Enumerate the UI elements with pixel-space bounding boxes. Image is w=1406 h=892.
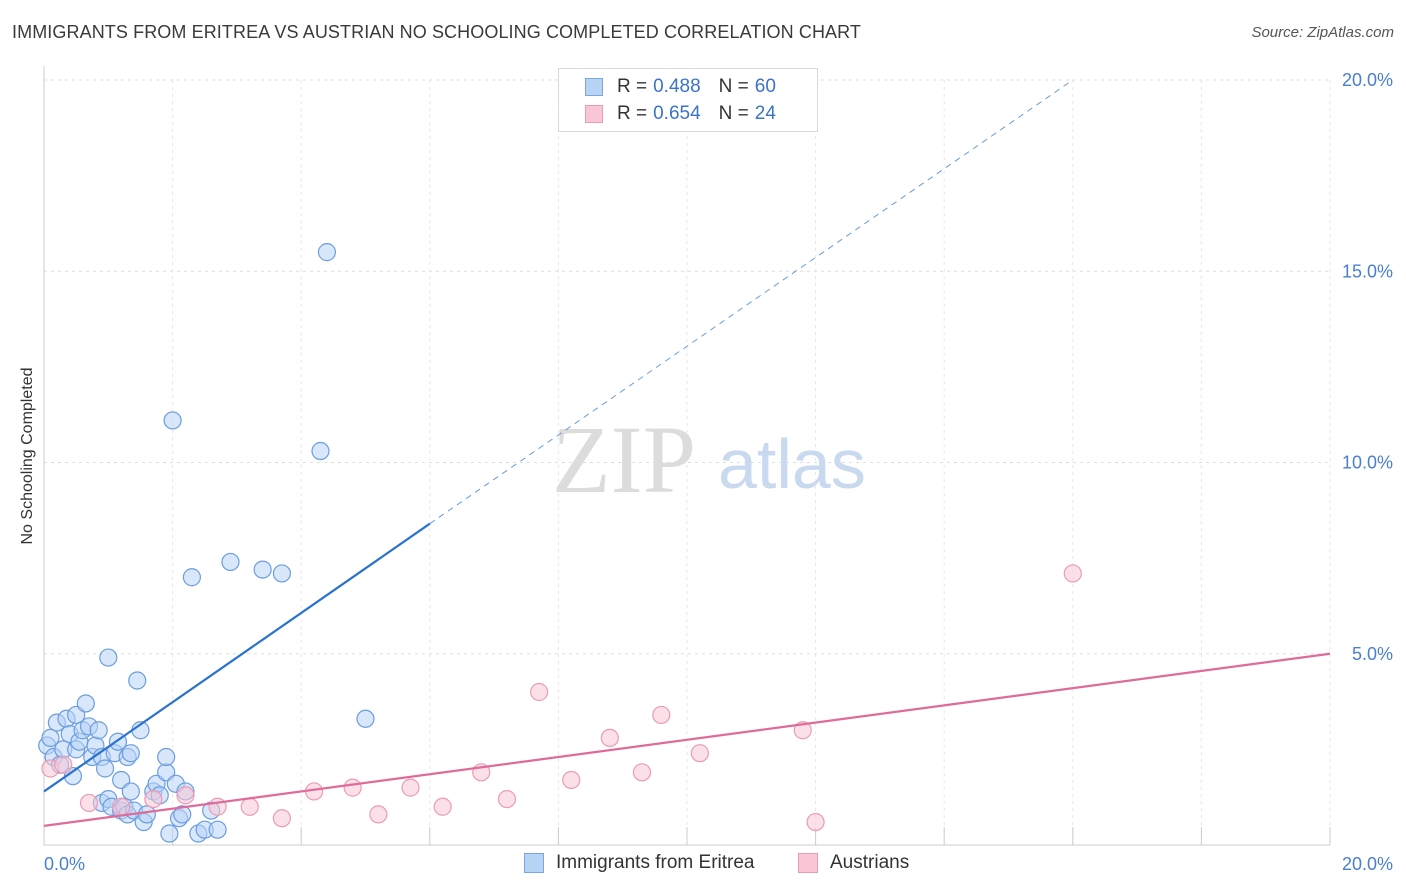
data-points — [38, 243, 1082, 843]
bottom-legend-label-austrians: Austrians — [830, 852, 910, 873]
eritrea-point — [160, 824, 179, 843]
eritrea-point — [121, 782, 140, 801]
x-tick-label: 0.0% — [44, 854, 85, 874]
y-tick-label: 5.0% — [1352, 644, 1393, 664]
eritrea-trend-extension — [429, 79, 1074, 525]
austrians-point — [690, 744, 709, 763]
eritrea-point — [208, 820, 227, 839]
eritrea-point — [99, 648, 118, 667]
legend-r-value: 0.488 — [653, 76, 701, 97]
legend: R = 0.488 N = 60 R = 0.654 N = 24 — [558, 68, 818, 132]
source-credit: Source: ZipAtlas.com — [1251, 24, 1394, 41]
tick-labels: 5.0% 10.0% 15.0% 20.0% 0.0% 20.0% — [44, 70, 1393, 874]
austrians-point — [240, 797, 259, 816]
austrians-point — [562, 770, 581, 790]
austrians-point — [369, 805, 388, 824]
eritrea-point — [253, 560, 272, 579]
y-tick-label: 20.0% — [1342, 70, 1393, 90]
eritrea-point — [128, 671, 147, 690]
legend-r-value: 0.654 — [653, 103, 701, 124]
austrians-point — [793, 721, 812, 740]
legend-n-label: N = — [718, 103, 749, 124]
legend-n-value: 60 — [754, 76, 776, 97]
bottom-legend-eritrea: Immigrants from Eritrea — [524, 852, 754, 874]
eritrea-point — [95, 759, 115, 778]
eritrea-point — [356, 709, 375, 728]
grid-lines — [43, 66, 1331, 846]
austrians-point — [530, 682, 549, 702]
eritrea-point — [157, 747, 176, 767]
austrians-point — [112, 797, 131, 816]
austrians-point — [401, 778, 420, 797]
watermark-atlas: atlas — [718, 425, 866, 503]
austrians-point — [433, 797, 452, 816]
legend-n-label: N = — [718, 76, 749, 97]
eritrea-point — [41, 728, 60, 748]
eritrea-point — [121, 744, 140, 763]
bottom-legend-swatch-eritrea — [524, 853, 544, 873]
bottom-legend-label-eritrea: Immigrants from Eritrea — [556, 852, 755, 873]
austrians-point — [144, 789, 163, 809]
eritrea-point — [173, 805, 192, 824]
watermark: ZIP atlas — [552, 406, 866, 513]
eritrea-point — [76, 694, 95, 713]
austrians-point — [54, 755, 73, 774]
austrians-point — [1063, 564, 1082, 583]
austrians-point — [600, 728, 619, 748]
chart-title: IMMIGRANTS FROM ERITREA VS AUSTRIAN NO S… — [12, 22, 862, 42]
austrians-point — [343, 778, 362, 797]
legend-swatch-eritrea — [585, 78, 603, 96]
eritrea-point — [317, 243, 337, 262]
x-tick-label: 20.0% — [1342, 854, 1393, 874]
legend-r-label: R = — [617, 76, 648, 97]
austrians-point — [652, 705, 671, 725]
y-tick-label: 15.0% — [1342, 261, 1393, 281]
eritrea-point — [137, 805, 156, 824]
eritrea-point — [311, 441, 330, 461]
legend-row-eritrea: R = 0.488 N = 60 — [585, 75, 776, 99]
eritrea-point — [163, 411, 182, 430]
trend-lines — [43, 79, 1331, 827]
legend-n-value: 24 — [754, 103, 776, 124]
legend-row-austrians: R = 0.654 N = 24 — [585, 102, 776, 126]
eritrea-point — [221, 552, 240, 572]
eritrea-point — [272, 564, 292, 583]
austrians-point — [176, 786, 195, 805]
eritrea-point — [89, 721, 108, 740]
watermark-zip: ZIP — [552, 406, 696, 513]
bottom-legend-austrians: Austrians — [798, 852, 909, 874]
y-tick-label: 10.0% — [1342, 453, 1393, 473]
eritrea-point — [182, 568, 201, 587]
austrians-point — [497, 789, 517, 809]
austrians-point — [806, 812, 825, 832]
austrians-trend-line — [43, 652, 1331, 827]
legend-r-label: R = — [617, 103, 648, 124]
austrians-point — [272, 809, 292, 828]
austrians-point — [632, 763, 652, 782]
austrians-point — [79, 793, 99, 813]
bottom-legend-swatch-austrians — [798, 853, 818, 873]
eritrea-trend-line — [43, 522, 431, 793]
legend-swatch-austrians — [585, 105, 603, 123]
